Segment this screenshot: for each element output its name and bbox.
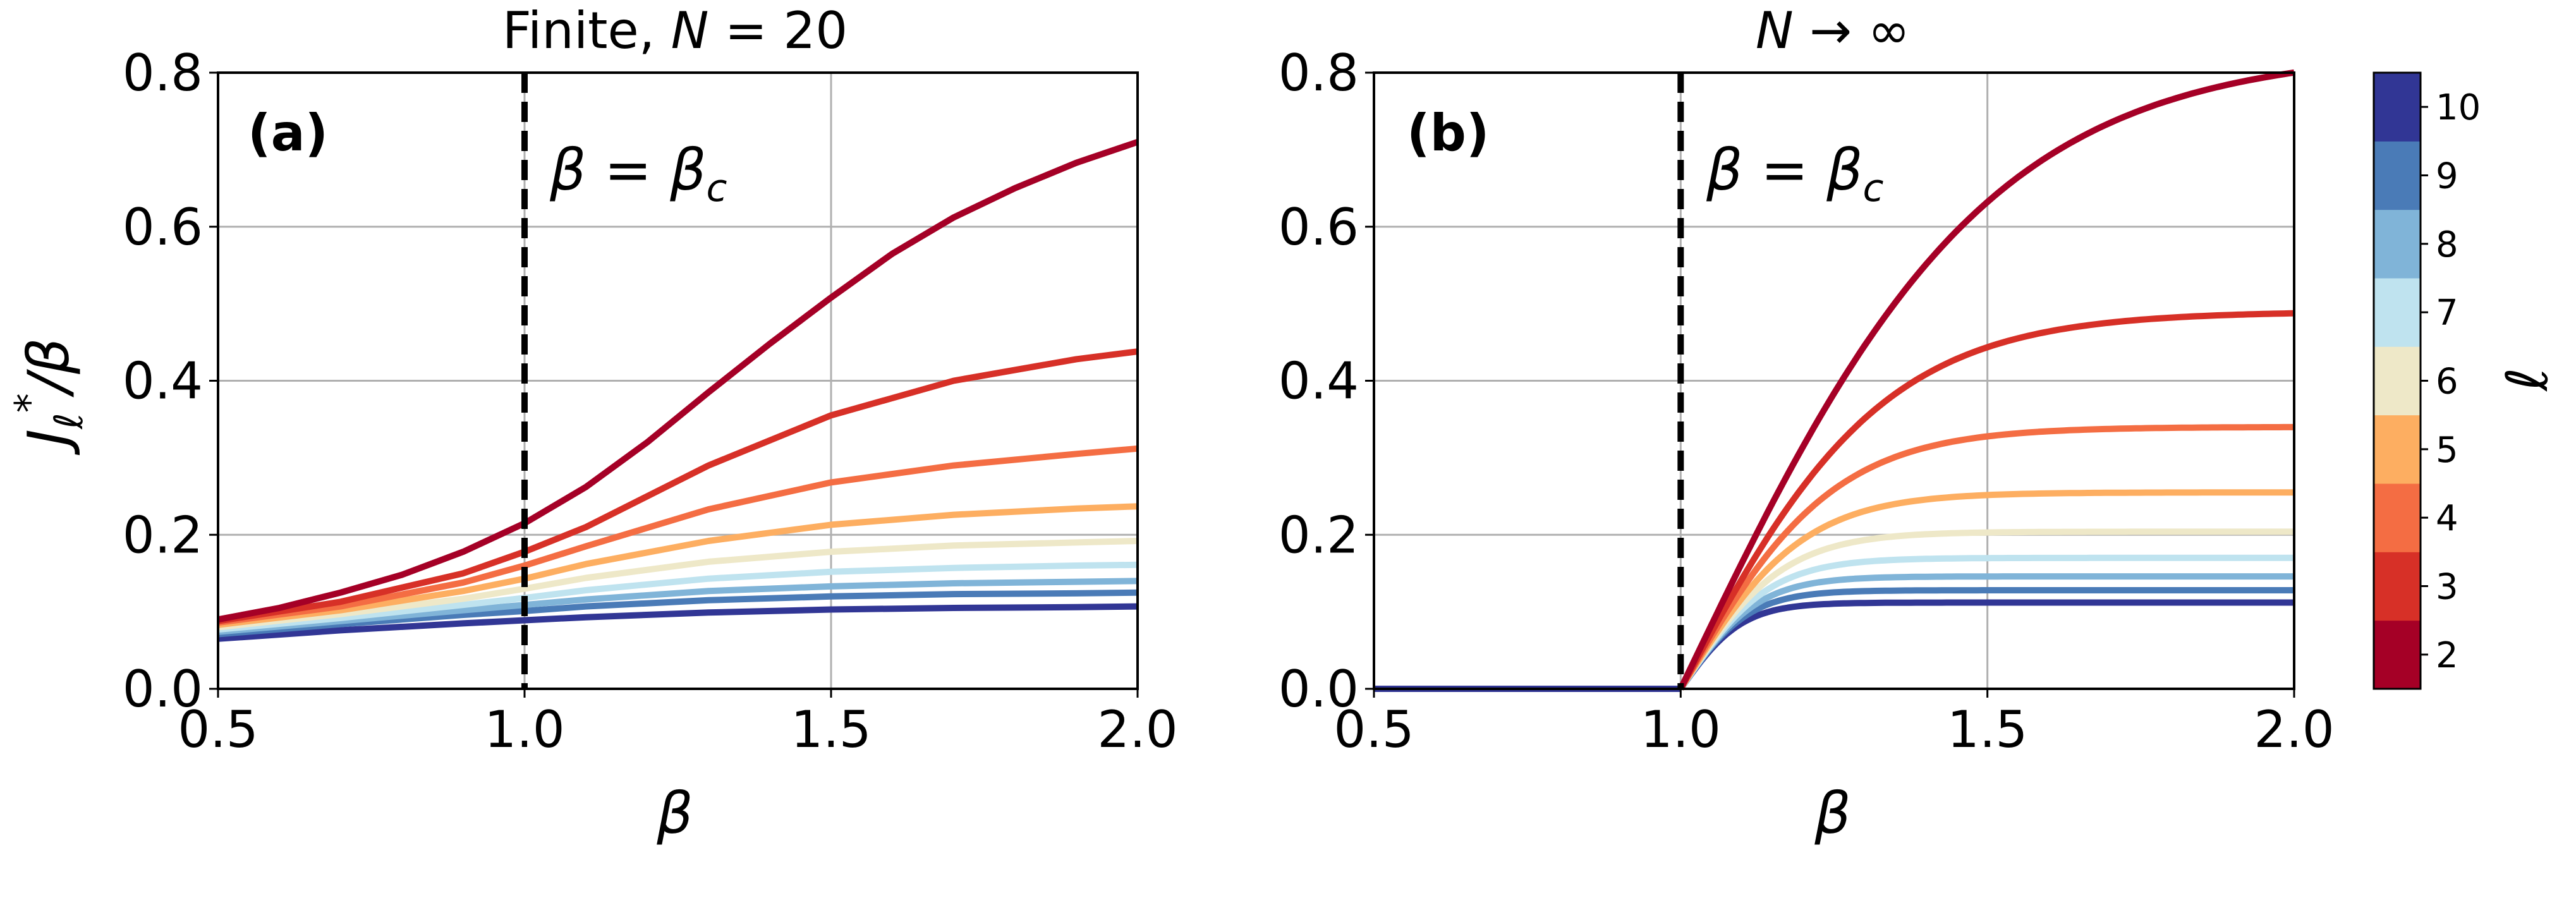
colorbar-tick-label: 7 — [2436, 293, 2458, 334]
series-line-l3-b — [1677, 310, 2295, 691]
series-line-l5-a — [217, 503, 1138, 628]
colorbar-cell — [2374, 415, 2421, 484]
ticks-a: 0.5 1.0 1.5 2.0 0.0 0.2 0.4 0.6 0.8 — [123, 44, 1178, 759]
series-line-l2-a — [217, 138, 1139, 623]
critical-annotation-b: β = βc — [1706, 137, 1884, 210]
ylabel-a: Jℓ*/β — [6, 338, 92, 456]
series-line-l2-b — [1677, 69, 2295, 691]
colorbar-cell — [2374, 483, 2421, 552]
colorbar-cell — [2374, 346, 2421, 416]
colorbar-cell — [2374, 620, 2421, 689]
colorbar: 2 3 4 5 6 7 8 9 10 ℓ — [2372, 71, 2561, 690]
xlabel-b: β — [1814, 780, 1850, 847]
series-line-l4-b — [1677, 423, 2294, 691]
colorbar-cell — [2374, 552, 2421, 621]
series-line-l3-a — [217, 348, 1138, 624]
ytick-label: 0.2 — [1279, 506, 1359, 564]
panel-b: 0.5 1.0 1.5 2.0 0.0 0.2 0.4 0.6 0.8 (b) N → ∞ β … — [1279, 1, 2335, 847]
critical-annotation-a: β = βc — [549, 137, 727, 210]
ytick-label: 0.4 — [1279, 352, 1359, 411]
xtick-label: 2.0 — [2254, 700, 2334, 759]
colorbar-cell — [2374, 209, 2421, 279]
series-line-l10-b — [1678, 599, 2294, 691]
colorbar-tick-label: 5 — [2436, 430, 2458, 471]
xtick-label: 0.5 — [178, 700, 258, 759]
xtick-label: 1.0 — [1641, 700, 1721, 759]
ytick-label: 0.6 — [1279, 198, 1359, 257]
lines-a — [217, 138, 1139, 642]
lines-b — [1374, 69, 2295, 692]
colorbar-tick-label: 2 — [2436, 635, 2458, 676]
series-line-l7-b — [1678, 554, 2294, 691]
series-line-l10-a — [217, 603, 1138, 642]
ytick-label: 0.0 — [123, 660, 203, 719]
colorbar-tick-label: 9 — [2436, 156, 2458, 197]
colorbar-tick-label: 3 — [2436, 567, 2458, 608]
xtick-label: 1.5 — [791, 700, 871, 759]
panel-a: 0.5 1.0 1.5 2.0 0.0 0.2 0.4 0.6 0.8 (a) Finite, … — [6, 1, 1178, 847]
title-a: Finite, N = 20 — [502, 1, 848, 60]
xtick-label: 2.0 — [1097, 700, 1177, 759]
series-line-l7-a — [217, 561, 1138, 633]
series-line-l8-b — [1678, 573, 2294, 691]
ytick-label: 0.6 — [123, 198, 203, 257]
colorbar-cell — [2374, 278, 2421, 347]
colorbar-cell — [2374, 73, 2421, 142]
series-line-l8-a — [217, 578, 1138, 635]
colorbar-ticks: 2 3 4 5 6 7 8 9 10 — [2421, 87, 2481, 676]
xlabel-a: β — [656, 780, 693, 847]
xtick-label: 0.5 — [1334, 700, 1414, 759]
xtick-label: 1.5 — [1947, 700, 2027, 759]
series-line-l5-b — [1678, 489, 2294, 691]
colorbar-tick-label: 6 — [2436, 361, 2458, 403]
colorbar-label: ℓ — [2494, 367, 2561, 392]
ytick-label: 0.4 — [123, 352, 203, 411]
series-line-l6-a — [217, 538, 1138, 631]
colorbar-cells — [2374, 73, 2421, 689]
xtick-label: 1.0 — [484, 700, 564, 759]
ytick-label: 0.8 — [123, 44, 203, 102]
ytick-label: 0.8 — [1279, 44, 1359, 102]
colorbar-cell — [2374, 141, 2421, 210]
colorbar-tick-label: 10 — [2436, 87, 2481, 128]
series-line-l6-b — [1678, 528, 2294, 691]
series-line-l9-b — [1678, 587, 2294, 691]
ticks-b: 0.5 1.0 1.5 2.0 0.0 0.2 0.4 0.6 0.8 — [1279, 44, 2335, 759]
series-line-l4-a — [217, 445, 1138, 626]
ytick-label: 0.0 — [1279, 660, 1359, 719]
colorbar-tick-label: 8 — [2436, 224, 2458, 265]
panel-label-a: (a) — [248, 104, 328, 162]
ytick-label: 0.2 — [123, 506, 203, 564]
panel-label-b: (b) — [1407, 104, 1489, 162]
colorbar-tick-label: 4 — [2436, 498, 2458, 539]
title-b: N → ∞ — [1756, 1, 1910, 60]
series-line-l9-a — [217, 589, 1138, 638]
